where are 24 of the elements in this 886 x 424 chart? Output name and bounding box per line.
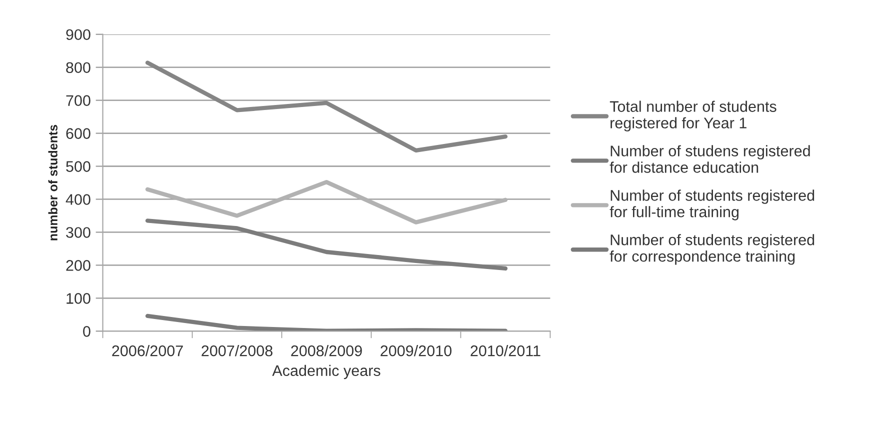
legend-label: Number of students registered for correspondence training	[610, 234, 814, 265]
x-axis-title: Academic years	[272, 364, 380, 380]
y-tick-label: 300	[66, 227, 90, 238]
y-axis-title: number of students	[48, 124, 58, 240]
line-series	[145, 314, 508, 332]
legend-label: Number of students registered for full-time training	[610, 190, 814, 220]
x-tick-label: 2010/2011	[470, 345, 540, 356]
y-tick-label: 700	[66, 95, 90, 106]
y-tick-label: 100	[66, 293, 90, 304]
y-tick-label: 800	[66, 62, 90, 74]
y-tick-label: 400	[66, 194, 90, 205]
x-tick-label: 2007/2008	[202, 345, 272, 356]
y-tick-label: 500	[66, 161, 90, 172]
y-tick-label: 600	[66, 128, 90, 139]
legend-label: Number of studens registered for distance education	[610, 145, 810, 173]
x-tick-label: 2006/2007	[112, 345, 183, 356]
x-tick-label: 2009/2010	[380, 345, 452, 356]
x-tick-label: 2008/2009	[291, 345, 362, 356]
y-tick-label: 0	[83, 326, 90, 337]
legend-label: Total number of students registered for Year 1	[610, 100, 776, 132]
y-tick-label: 900	[66, 29, 90, 40]
line-series	[145, 60, 508, 153]
y-tick-label: 200	[66, 260, 90, 271]
line-series	[145, 218, 508, 271]
